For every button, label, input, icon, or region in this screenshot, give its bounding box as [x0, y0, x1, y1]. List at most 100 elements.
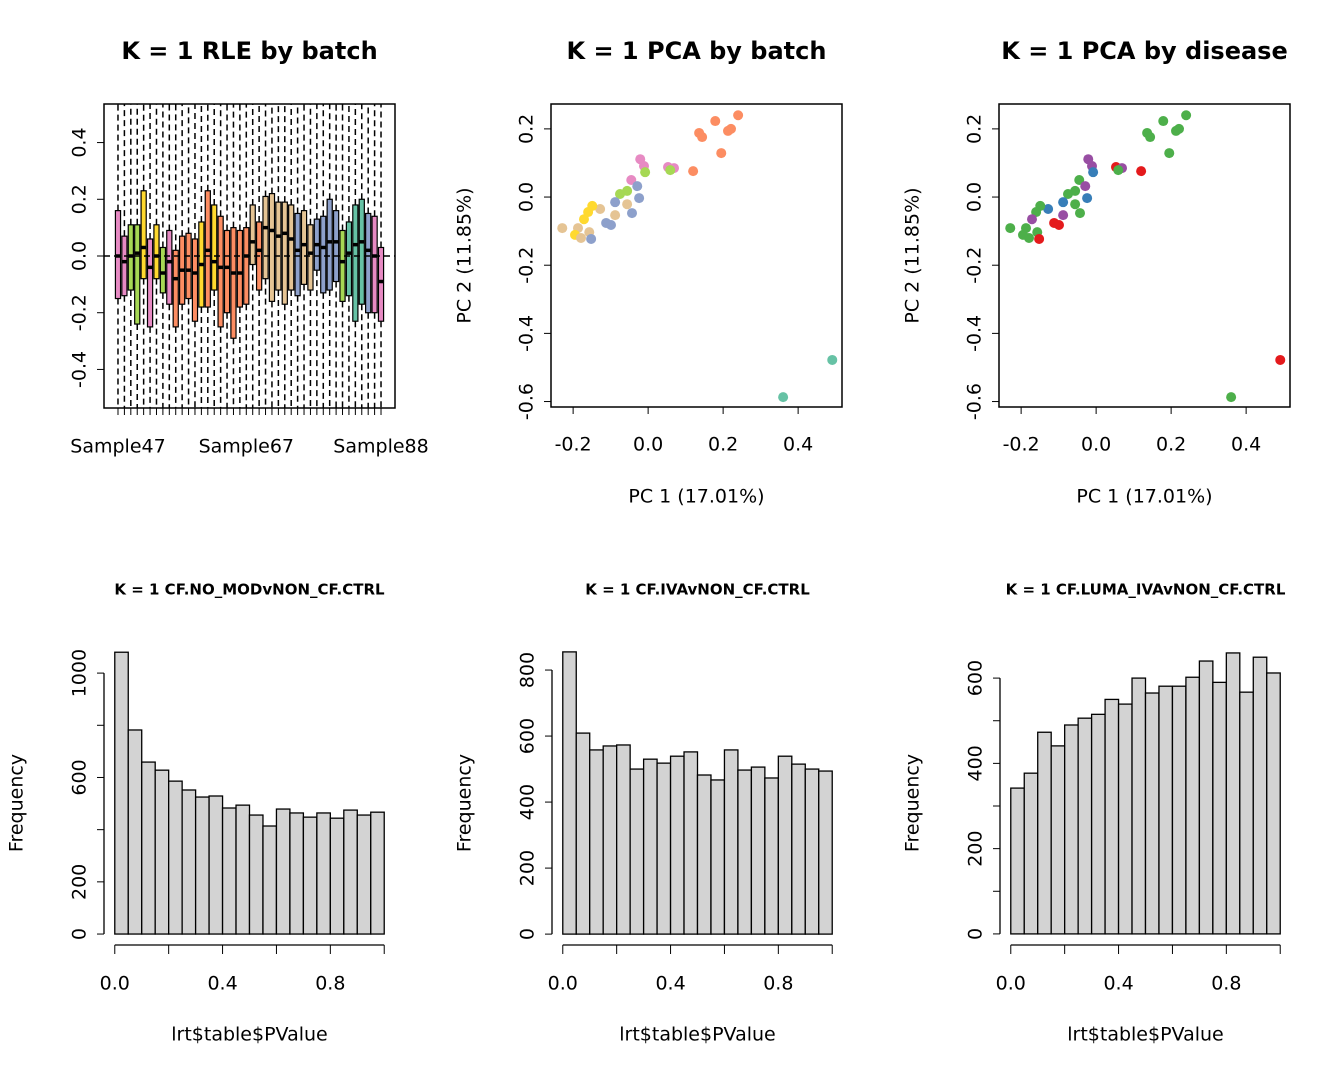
- x-axis-label: lrt$table$PValue: [171, 1024, 327, 1046]
- bar: [818, 770, 833, 935]
- x-tick-label: Sample88: [333, 436, 428, 458]
- bar: [370, 811, 385, 935]
- point: [778, 392, 789, 403]
- point: [1024, 232, 1034, 243]
- bar: [1037, 731, 1052, 935]
- point: [1080, 181, 1091, 192]
- box: [134, 224, 141, 325]
- bar: [1158, 685, 1174, 935]
- box: [230, 227, 237, 339]
- point: [1275, 354, 1286, 365]
- box: [332, 210, 340, 283]
- y-tick-label: 0.0: [69, 241, 91, 271]
- bar: [1050, 745, 1066, 935]
- point: [688, 166, 699, 177]
- point: [1136, 166, 1147, 177]
- x-tick-label: 0.2: [1156, 434, 1186, 456]
- y-tick-label: -0.4: [964, 315, 986, 352]
- point: [626, 175, 637, 186]
- box: [236, 229, 244, 308]
- point: [1070, 199, 1081, 210]
- y-tick-label: 0.2: [516, 114, 538, 144]
- bar: [329, 817, 345, 935]
- bar: [1090, 713, 1106, 935]
- bar: [1252, 656, 1268, 935]
- y-tick-label: -0.4: [516, 315, 538, 352]
- bar: [181, 789, 197, 935]
- y-tick-label: 0.0: [516, 182, 538, 212]
- y-tick-label: 400: [965, 745, 987, 781]
- bar: [1104, 698, 1120, 935]
- x-tick-label: 0.8: [763, 973, 793, 995]
- point: [579, 214, 589, 225]
- point: [1113, 165, 1124, 176]
- y-tick-label: 0.2: [964, 114, 986, 144]
- point: [1088, 167, 1099, 178]
- y-tick-label: 600: [517, 718, 539, 754]
- point: [1181, 110, 1192, 121]
- point: [733, 110, 744, 121]
- box: [300, 210, 308, 285]
- y-axis-label: PC 2 (11.85%): [902, 187, 924, 323]
- bar: [683, 751, 699, 935]
- plot-frame: [550, 103, 843, 408]
- box: [243, 227, 250, 305]
- chart-title: K = 1 CF.LUMA_IVAvNON_CF.CTRL: [1006, 581, 1286, 599]
- y-tick-label: -0.4: [69, 351, 91, 388]
- bar: [1171, 685, 1187, 935]
- box: [223, 229, 231, 314]
- bar: [1131, 677, 1147, 935]
- bar: [194, 796, 210, 935]
- y-tick-label: 0.2: [69, 184, 91, 214]
- bar: [1198, 660, 1214, 935]
- bar: [777, 755, 793, 935]
- box: [140, 190, 147, 280]
- y-tick-label: 200: [69, 864, 91, 900]
- bar: [248, 814, 264, 935]
- point: [576, 232, 586, 243]
- point: [557, 223, 568, 234]
- box: [307, 224, 314, 291]
- y-tick-label: 600: [965, 660, 987, 696]
- y-tick-label: -0.2: [964, 247, 986, 284]
- y-tick-label: 0: [965, 928, 987, 940]
- bar: [316, 812, 331, 935]
- bar: [575, 732, 591, 935]
- bar: [737, 769, 753, 935]
- chart-title: K = 1 PCA by batch: [567, 37, 827, 65]
- x-tick-label: Sample67: [199, 436, 294, 458]
- point: [1027, 214, 1037, 225]
- point: [634, 193, 645, 204]
- bar: [275, 808, 291, 935]
- x-tick-label: 0.4: [655, 973, 685, 995]
- box: [352, 204, 359, 322]
- y-tick-label: -0.6: [516, 383, 538, 420]
- x-axis-label: PC 1 (17.01%): [628, 486, 764, 508]
- bar: [602, 745, 618, 935]
- point: [1058, 210, 1069, 221]
- bar: [1212, 681, 1227, 935]
- box: [339, 229, 346, 302]
- box: [345, 221, 353, 297]
- x-tick-label: 0.0: [548, 973, 578, 995]
- x-tick-label: 0.0: [1081, 434, 1111, 456]
- bar: [1225, 652, 1241, 935]
- bar: [1117, 703, 1133, 935]
- bar: [669, 755, 685, 935]
- point: [627, 208, 637, 219]
- x-tick-label: 0.2: [708, 434, 738, 456]
- x-tick-label: 0.4: [1103, 973, 1133, 995]
- y-tick-label: 0.0: [964, 182, 986, 212]
- y-tick-label: 400: [517, 784, 539, 820]
- bar: [235, 804, 251, 935]
- bar: [221, 807, 237, 935]
- box: [358, 198, 365, 305]
- plot-frame: [998, 103, 1291, 408]
- box: [191, 238, 199, 322]
- bar: [289, 812, 305, 935]
- x-tick-label: 0.4: [1231, 434, 1261, 456]
- point: [1075, 208, 1085, 219]
- bar: [1266, 672, 1281, 935]
- bar: [764, 777, 779, 935]
